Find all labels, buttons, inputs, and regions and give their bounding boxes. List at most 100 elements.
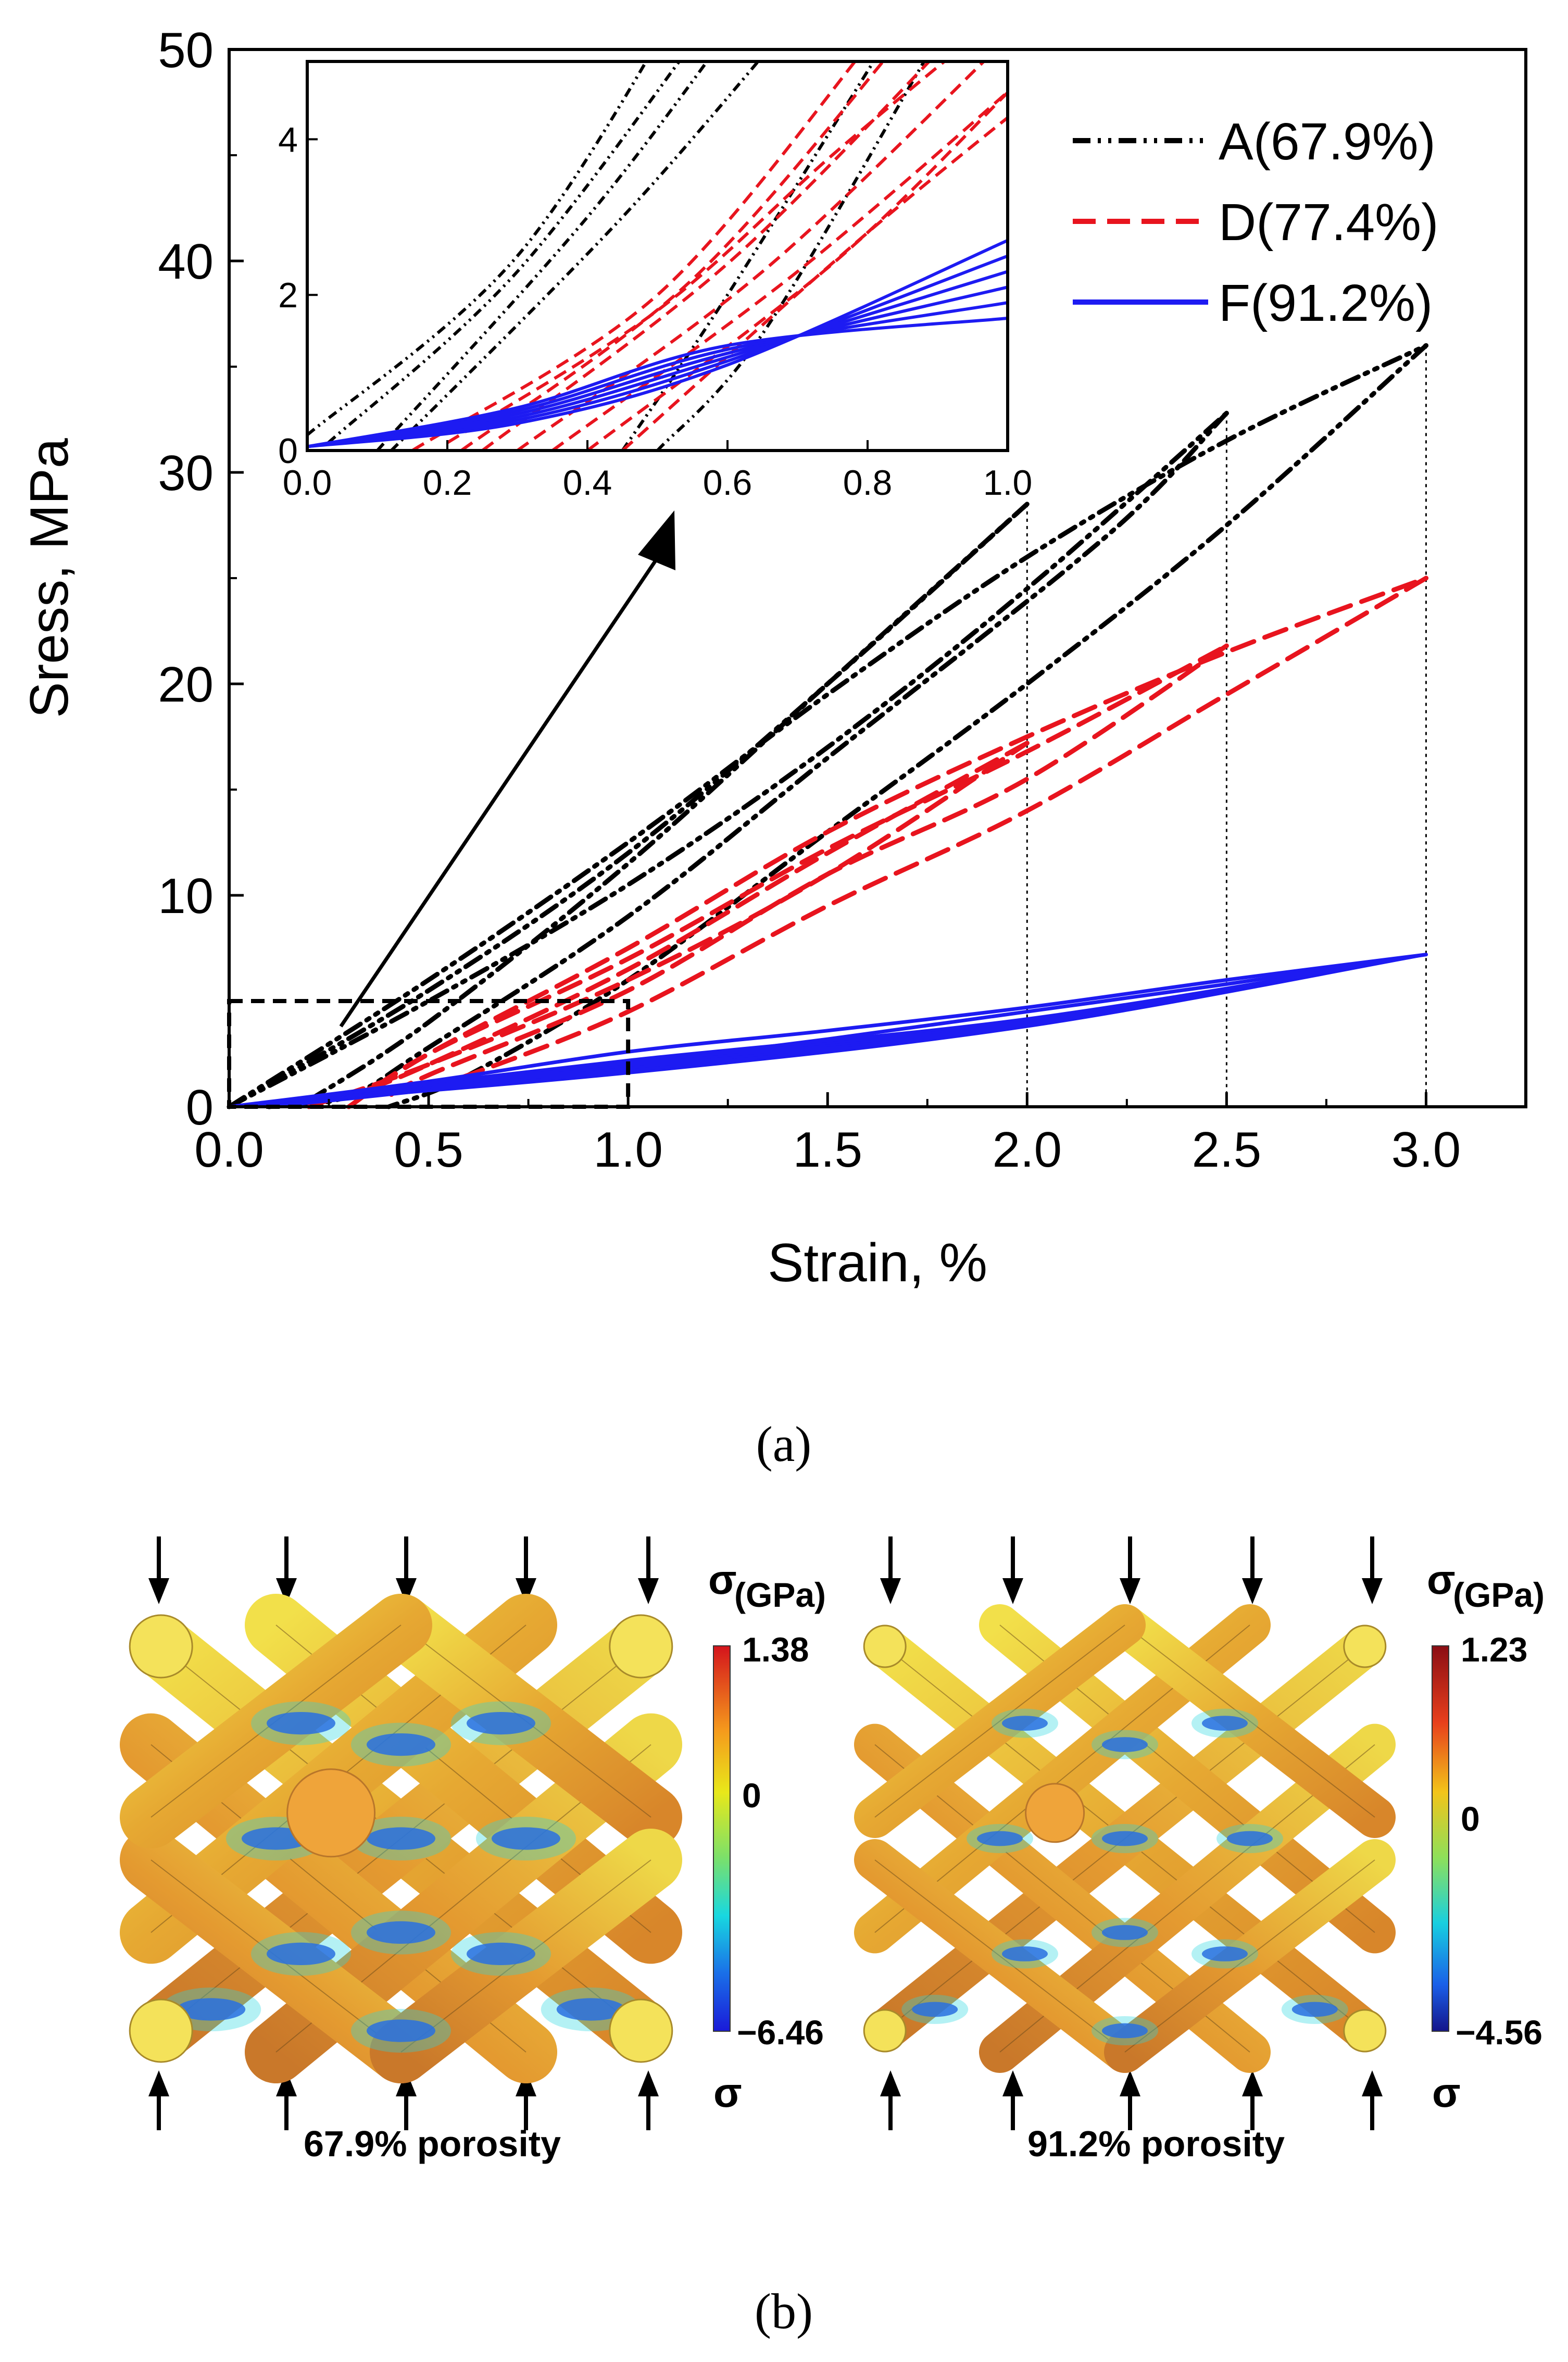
inset-line-f	[307, 285, 1008, 448]
colorbar-min: −4.56	[1456, 2013, 1542, 2052]
x-tick-label: 1.5	[793, 1122, 862, 1178]
inset-line-f	[307, 270, 1008, 448]
inset-x-tick-label: 0.0	[283, 463, 332, 503]
stress-halo	[351, 1817, 451, 1860]
stress-halo	[1281, 1995, 1348, 2024]
inset-x-tick-label: 1.0	[983, 463, 1033, 503]
x-axis-ticks: 0.0 0.5 1.0 1.5 2.0 2.5 3.0	[194, 1092, 1527, 1178]
series-1	[306, 576, 1428, 1109]
inset-line-a	[307, 61, 648, 436]
stress-halo	[351, 2009, 451, 2053]
stress-halo	[451, 1701, 551, 1745]
load-arrow-down-head	[1002, 1578, 1023, 1604]
series-layer	[227, 343, 1428, 1109]
series-line	[227, 343, 1428, 1109]
inset-y-tick-label: 4	[278, 120, 298, 159]
series-line	[227, 502, 1030, 1109]
stress-halo	[1092, 1824, 1158, 1853]
x-tick-label: 2.5	[1192, 1122, 1261, 1178]
stress-halo	[1092, 1730, 1158, 1759]
stress-hotspot	[177, 1998, 246, 2021]
stress-halo	[901, 1995, 969, 2024]
lattice-strut-edge	[874, 1624, 1125, 1818]
inset-line-a	[621, 61, 876, 451]
load-arrow-up-head	[396, 2070, 417, 2096]
load-arrow-up-head	[1120, 2070, 1140, 2096]
inset-line-f	[307, 301, 1008, 448]
series-line	[267, 410, 1229, 1109]
load-arrow-down-head	[880, 1578, 901, 1604]
stress-halo	[1216, 1824, 1283, 1853]
stress-halo	[992, 1939, 1058, 1969]
inset-x-tick-label: 0.2	[423, 463, 472, 503]
colorbar	[713, 1645, 731, 2032]
inset-line-f	[307, 239, 1008, 448]
legend-entry: F(91.2%)	[1219, 274, 1433, 332]
x-tick-label: 0.0	[194, 1122, 264, 1178]
stress-halo	[476, 1817, 576, 1860]
colorbar-max: 1.23	[1461, 1630, 1527, 1669]
inset-line-a	[390, 61, 760, 451]
load-arrow-up-head	[1362, 2070, 1383, 2096]
inset-line-f	[307, 254, 1008, 448]
load-arrow-down-head	[1242, 1578, 1263, 1604]
lattice-end-cap	[863, 1624, 907, 1668]
series-line	[426, 576, 1428, 1088]
stress-hotspot	[367, 2019, 435, 2042]
load-arrow-up-head	[276, 2070, 297, 2096]
stress-halo	[967, 1824, 1033, 1853]
stress-halo	[1191, 1939, 1258, 1969]
colorbar-mid: 0	[1461, 1799, 1480, 1838]
legend-entry: D(77.4%)	[1219, 193, 1438, 252]
stress-halo	[351, 1910, 451, 1955]
lattice-render	[120, 1594, 682, 2083]
y-axis-ticks: 0 10 20 30 40 50	[158, 22, 244, 1135]
stress-hotspot	[367, 1921, 435, 1944]
legend: A(67.9%) D(77.4%) F(91.2%)	[1073, 113, 1438, 332]
stress-hotspot	[556, 1998, 625, 2021]
units-label: (GPa)	[1453, 1576, 1545, 1614]
series-line	[346, 741, 1030, 1099]
lattice-end-cap	[1343, 2009, 1387, 2053]
lattice-strut-edge	[1124, 1859, 1375, 2053]
colorbar-min: −6.46	[737, 2013, 824, 2052]
x-axis-label: Strain, %	[768, 1233, 987, 1293]
inset-chart: 0.0 0.2 0.4 0.6 0.8 1.0 0 2 4	[278, 60, 1033, 503]
stress-hotspot	[1291, 2002, 1338, 2017]
stress-halo	[351, 1722, 451, 1767]
stress-halo	[992, 1708, 1058, 1738]
load-arrow-down-head	[396, 1578, 417, 1604]
stress-hotspot	[1102, 2023, 1148, 2039]
y-tick-label: 10	[158, 868, 214, 924]
y-tick-label: 50	[158, 22, 214, 78]
stress-hotspot	[1202, 1716, 1248, 1731]
inset-line-a	[656, 61, 926, 451]
stress-halo	[1191, 1708, 1258, 1738]
stress-hotspot	[1102, 1925, 1148, 1940]
inset-line-a	[376, 61, 709, 451]
stress-hotspot	[1102, 1737, 1148, 1753]
panel-label-b: (b)	[755, 2283, 813, 2339]
inset-background	[307, 61, 1008, 451]
stress-hotspot	[1202, 1946, 1248, 1961]
inset-frame	[306, 60, 1009, 452]
lattice-end-cap	[609, 1998, 673, 2063]
inset-line-f	[307, 317, 1008, 448]
lattice-center-node	[1025, 1783, 1085, 1843]
inset-line-a	[327, 61, 681, 444]
lattice-end-cap	[1343, 1624, 1387, 1668]
series-line	[306, 502, 1030, 1103]
load-arrow-down-head	[148, 1578, 169, 1604]
x-tick-label: 2.0	[993, 1122, 1062, 1178]
x-tick-label: 1.0	[593, 1122, 662, 1178]
inset-x-tick-label: 0.4	[563, 463, 612, 503]
stress-hotspot	[367, 1827, 435, 1850]
load-arrow-up-head	[638, 2070, 659, 2096]
load-arrow-down-head	[276, 1578, 297, 1604]
stress-hotspot	[367, 1733, 435, 1756]
series-line	[386, 643, 1229, 1099]
inset-line-d	[481, 61, 932, 451]
